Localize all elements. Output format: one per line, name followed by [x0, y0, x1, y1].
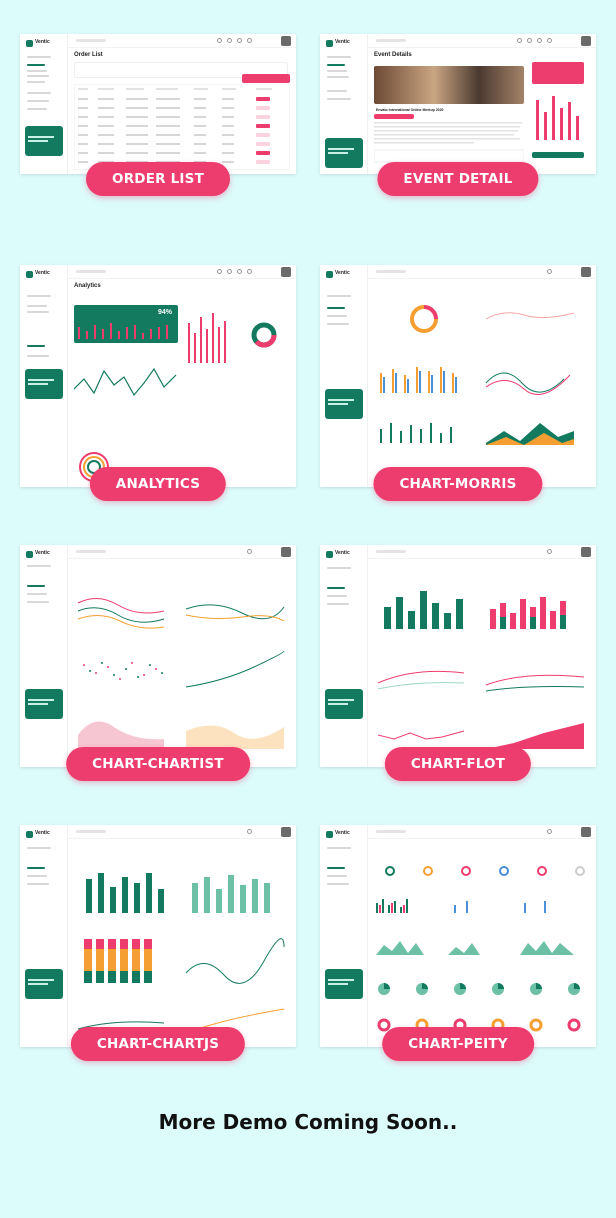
card-label-button[interactable]: CHART-CHARTIST	[66, 747, 250, 781]
card-label-button[interactable]: CHART-FLOT	[384, 747, 532, 781]
flot-charts	[377, 591, 585, 749]
event-photo	[374, 66, 524, 104]
card-label-button[interactable]: ORDER LIST	[86, 162, 230, 196]
orders-table	[74, 84, 290, 170]
event-name: Envato International Online Meetup 2020	[376, 108, 444, 112]
goal-chart	[188, 313, 277, 363]
peity-charts	[376, 866, 585, 1032]
page-title: Event Details	[374, 52, 412, 58]
avatar[interactable]	[281, 36, 291, 46]
card-label-button[interactable]: CHART-MORRIS	[373, 467, 543, 501]
demo-card-chart-morris[interactable]: Ventic CHART-MORRIS	[320, 265, 596, 501]
screenshot-order-list[interactable]: Ventic Order List	[20, 34, 296, 174]
page-title: Order List	[74, 52, 103, 58]
demo-card-chart-flot[interactable]: Ventic CHART-FLOT	[320, 545, 596, 781]
card-label-button[interactable]: CHART-CHARTJS	[70, 1027, 246, 1061]
new-order-button[interactable]	[242, 74, 290, 83]
screenshot-analytics[interactable]: Ventic Analytics 94%	[20, 265, 296, 487]
screenshot-chart-peity[interactable]: Ventic	[320, 825, 596, 1047]
chartist-charts	[77, 598, 285, 749]
kpi-card: 94%	[74, 305, 178, 343]
card-label-button[interactable]: ANALYTICS	[89, 467, 227, 501]
coming-soon-text: More Demo Coming Soon..	[158, 1110, 458, 1134]
sales-line-chart	[74, 367, 177, 397]
demo-card-chart-peity[interactable]: Ventic	[320, 825, 596, 1061]
demo-card-chart-chartist[interactable]: Ventic CHART-CHARTIST	[20, 545, 296, 781]
screenshot-event-detail[interactable]: Ventic Event Details Envato Internationa…	[320, 34, 596, 174]
brand-name: Ventic	[35, 39, 50, 45]
screenshot-chart-morris[interactable]: Ventic	[320, 265, 596, 487]
sales-bar-chart	[536, 96, 579, 140]
generate-button[interactable]	[532, 152, 584, 158]
demo-card-event-detail[interactable]: Ventic Event Details Envato Internationa…	[320, 34, 596, 206]
brand-logo-icon	[26, 40, 33, 47]
demo-card-chart-chartjs[interactable]: Ventic CHART-CHA	[20, 825, 296, 1061]
search-input[interactable]	[76, 39, 106, 42]
screenshot-chart-flot[interactable]: Ventic	[320, 545, 596, 767]
page-title: Analytics	[74, 283, 101, 289]
morris-charts	[380, 305, 575, 445]
card-label-button[interactable]: CHART-PEITY	[382, 1027, 534, 1061]
demo-card-order-list[interactable]: Ventic Order List	[20, 34, 296, 206]
screenshot-chart-chartist[interactable]: Ventic	[20, 545, 296, 767]
sidebar: Ventic	[20, 34, 68, 174]
chartjs-charts	[77, 873, 285, 1034]
card-label-button[interactable]: EVENT DETAIL	[377, 162, 539, 196]
demo-card-analytics[interactable]: Ventic Analytics 94%	[20, 265, 296, 501]
screenshot-chart-chartjs[interactable]: Ventic	[20, 825, 296, 1047]
